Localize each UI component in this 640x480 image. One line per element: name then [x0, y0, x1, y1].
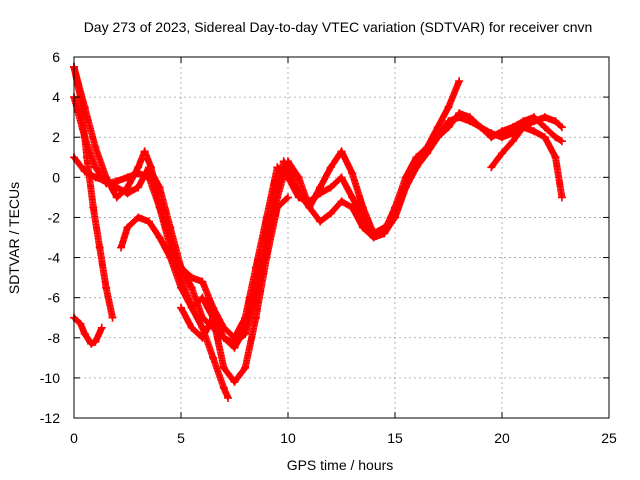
- y-tick-label: -10: [40, 370, 60, 386]
- grid: [74, 57, 609, 418]
- series-track-8: [487, 113, 566, 172]
- x-tick-label: 5: [177, 430, 185, 446]
- chart-title: Day 273 of 2023, Sidereal Day-to-day VTE…: [84, 19, 593, 35]
- y-tick-label: -2: [48, 209, 61, 225]
- series-trail: [487, 113, 565, 171]
- x-tick-label: 0: [70, 430, 78, 446]
- y-tick-label: -6: [48, 290, 61, 306]
- y-tick-label: 0: [52, 169, 60, 185]
- y-tick-label: -8: [48, 330, 61, 346]
- x-axis-label: GPS time / hours: [287, 457, 394, 473]
- y-tick-label: 6: [52, 49, 60, 65]
- plot-frame: [73, 56, 610, 419]
- y-axis-label: SDTVAR / TECUs: [6, 182, 22, 294]
- series-trail: [117, 213, 231, 400]
- x-tick-label: 10: [280, 430, 296, 446]
- y-tick-label: 2: [52, 129, 60, 145]
- x-tick-label: 25: [601, 430, 617, 446]
- y-tick-label: -4: [48, 250, 61, 266]
- series-track-4: [70, 113, 566, 348]
- y-tick-label: -12: [40, 410, 60, 426]
- x-tick-label: 15: [387, 430, 403, 446]
- x-tick-label: 20: [494, 430, 510, 446]
- series-track-5: [117, 213, 233, 402]
- y-tick-label: 4: [52, 89, 60, 105]
- series-layer: [70, 63, 566, 402]
- series-trail: [177, 194, 291, 386]
- series-track-7: [177, 193, 292, 386]
- ticks: 0 5 10 15 20 25 -12 -10 -8 -6 -4 -2 0 2 4 6: [40, 49, 617, 446]
